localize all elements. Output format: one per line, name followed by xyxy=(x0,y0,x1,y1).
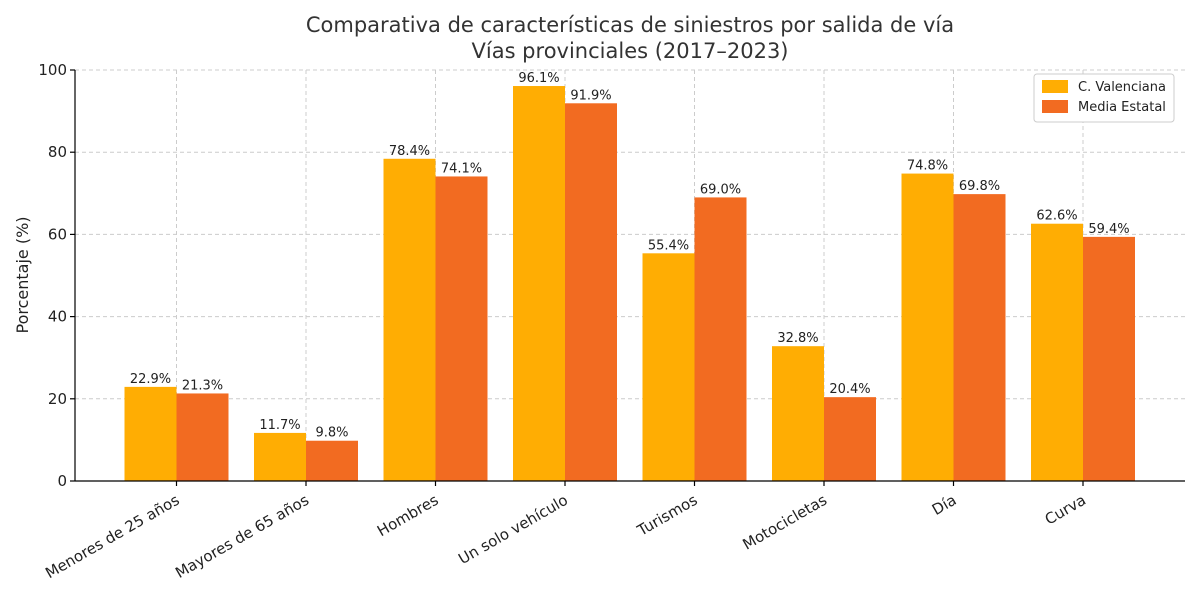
data-label: 20.4% xyxy=(829,382,870,397)
bar-media-estatal xyxy=(306,440,358,481)
bar-c-valenciana xyxy=(124,386,177,481)
data-label: 74.8% xyxy=(907,159,948,174)
y-tick-label: 20 xyxy=(48,390,67,408)
data-label: 96.1% xyxy=(518,71,559,86)
x-tick-label: Un solo vehículo xyxy=(455,491,571,568)
data-label: 21.3% xyxy=(182,378,223,393)
bar-media-estatal xyxy=(824,397,876,481)
y-tick-label: 80 xyxy=(48,143,67,161)
bar-c-valenciana xyxy=(1031,223,1083,482)
bar-c-valenciana xyxy=(254,432,306,481)
bar-media-estatal xyxy=(694,197,747,481)
bar-c-valenciana xyxy=(901,173,954,481)
data-label: 22.9% xyxy=(130,372,171,387)
legend-swatch-media-estatal xyxy=(1042,100,1068,113)
legend-label-c-valenciana: C. Valenciana xyxy=(1078,80,1166,95)
bar-media-estatal xyxy=(953,194,1006,481)
data-label: 78.4% xyxy=(389,144,430,159)
bar-c-valenciana xyxy=(772,346,824,481)
bar-media-estatal xyxy=(565,103,617,481)
data-labels-layer: 22.9% 11.7% 78.4% 96.1% 55.4% 32.8% 74.8% 62.6%… xyxy=(130,71,1130,441)
bar-media-estatal xyxy=(1083,236,1135,481)
bar-media-estatal xyxy=(435,176,488,481)
grid-layer xyxy=(75,69,1185,481)
y-tick-label: 0 xyxy=(57,472,67,490)
x-tick-label: Motocicletas xyxy=(739,491,830,554)
data-label: 69.8% xyxy=(959,179,1000,194)
y-tick-label: 40 xyxy=(48,308,67,326)
legend-frame xyxy=(1033,73,1175,123)
x-tick-label: Día xyxy=(929,491,960,519)
y-tick-label: 100 xyxy=(38,61,67,79)
chart-title-line-2: Vías provinciales (2017–2023) xyxy=(472,39,789,63)
y-tick-label: 60 xyxy=(48,225,67,243)
x-tick-label: Menores de 25 años xyxy=(42,491,182,582)
bar-c-valenciana xyxy=(513,86,565,482)
data-label: 91.9% xyxy=(570,88,611,103)
x-tick-label: Turismos xyxy=(633,491,700,540)
bar-c-valenciana xyxy=(642,253,695,481)
legend: C. Valenciana Media Estatal xyxy=(1033,73,1175,123)
data-label: 62.6% xyxy=(1036,209,1077,224)
data-label: 32.8% xyxy=(777,331,818,346)
y-axis-label: Porcentaje (%) xyxy=(13,216,32,333)
data-label: 55.4% xyxy=(648,238,689,253)
data-label: 9.8% xyxy=(315,426,348,441)
legend-swatch-c-valenciana xyxy=(1042,80,1068,93)
x-tick-label: Curva xyxy=(1042,491,1089,529)
data-label: 74.1% xyxy=(441,161,482,176)
x-tick-label: Hombres xyxy=(374,491,442,540)
data-label: 69.0% xyxy=(700,182,741,197)
x-tick-label: Mayores de 65 años xyxy=(172,491,312,582)
chart-title-line-1: Comparativa de características de sinies… xyxy=(306,13,954,37)
bar-media-estatal xyxy=(176,393,229,481)
data-label: 59.4% xyxy=(1088,222,1129,237)
bar-c-valenciana xyxy=(383,158,436,481)
bars-layer xyxy=(124,86,1135,482)
data-label: 11.7% xyxy=(259,418,300,433)
legend-label-media-estatal: Media Estatal xyxy=(1078,100,1166,115)
